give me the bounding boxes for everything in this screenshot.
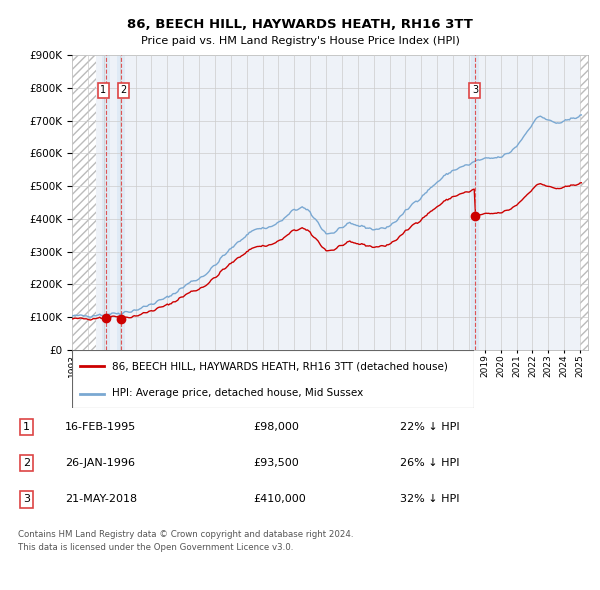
Text: £98,000: £98,000: [253, 422, 299, 432]
Text: 1: 1: [100, 86, 106, 96]
Bar: [117, 55, 125, 350]
Text: HPI: Average price, detached house, Mid Sussex: HPI: Average price, detached house, Mid …: [112, 388, 364, 398]
Bar: [471, 55, 479, 350]
Text: 26-JAN-1996: 26-JAN-1996: [65, 458, 135, 468]
Text: 2: 2: [23, 458, 30, 468]
Text: 32% ↓ HPI: 32% ↓ HPI: [400, 494, 460, 504]
FancyBboxPatch shape: [72, 350, 475, 408]
Text: Price paid vs. HM Land Registry's House Price Index (HPI): Price paid vs. HM Land Registry's House …: [140, 36, 460, 46]
Text: 21-MAY-2018: 21-MAY-2018: [65, 494, 137, 504]
Text: 86, BEECH HILL, HAYWARDS HEATH, RH16 3TT (detached house): 86, BEECH HILL, HAYWARDS HEATH, RH16 3TT…: [112, 361, 448, 371]
Bar: [580, 55, 588, 350]
Text: £93,500: £93,500: [253, 458, 299, 468]
Text: 16-FEB-1995: 16-FEB-1995: [65, 422, 136, 432]
Text: 3: 3: [23, 494, 30, 504]
Text: 1: 1: [23, 422, 30, 432]
Text: Contains HM Land Registry data © Crown copyright and database right 2024.: Contains HM Land Registry data © Crown c…: [18, 530, 353, 539]
Bar: [101, 55, 110, 350]
Text: 26% ↓ HPI: 26% ↓ HPI: [400, 458, 460, 468]
Text: 22% ↓ HPI: 22% ↓ HPI: [400, 422, 460, 432]
Text: 2: 2: [120, 86, 126, 96]
Text: This data is licensed under the Open Government Licence v3.0.: This data is licensed under the Open Gov…: [18, 543, 293, 552]
Text: 3: 3: [472, 86, 478, 96]
Text: 86, BEECH HILL, HAYWARDS HEATH, RH16 3TT: 86, BEECH HILL, HAYWARDS HEATH, RH16 3TT: [127, 18, 473, 31]
Text: £410,000: £410,000: [253, 494, 306, 504]
Bar: [72, 55, 96, 350]
